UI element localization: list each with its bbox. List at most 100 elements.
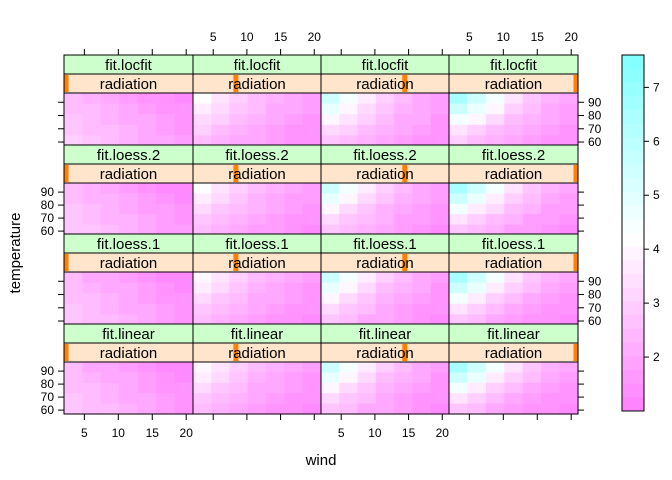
heatmap-cell [375,382,395,394]
color-key-tick-label: 3 [653,296,660,310]
heatmap-cell [193,203,212,215]
heatmap-cell [321,403,340,415]
heatmap-cell [485,382,505,394]
heatmap-cell [559,393,579,405]
heatmap-cell [229,214,249,226]
heatmap-cell [229,193,249,205]
heatmap-cell [302,193,322,205]
heatmap-cell [394,124,414,136]
heatmap-cell [156,214,176,226]
strip-radiation-marker [402,75,408,92]
heatmap-cell [412,124,432,136]
heatmap-cell [412,114,432,126]
strip-radiation-marker [233,75,239,92]
heatmap-cell [559,183,579,194]
heatmap-cell [467,362,487,373]
heatmap-cell [430,403,450,415]
heatmap-cell [119,293,139,305]
panels-layer: fit.locfitradiationfit.locfitradiationfi… [41,30,602,440]
heatmap-cell [302,203,322,215]
heatmap-cell [64,135,84,147]
heatmap-cell [339,135,359,147]
heatmap-cell [156,183,176,194]
color-key-band [622,164,644,179]
heatmap-cell [211,393,231,405]
heatmap-cell [82,382,102,394]
heatmap-cell [211,272,231,284]
heatmap-cell [82,314,102,326]
heatmap-cell [467,93,487,105]
heatmap-cell [229,135,249,147]
color-key-band [622,274,644,289]
heatmap-cell [302,124,322,136]
heatmap-cell [284,93,304,105]
heatmap-cell [174,224,194,236]
color-key-band [622,219,644,234]
heatmap-cell [284,382,304,394]
heatmap-cell [430,214,450,226]
heatmap-cell [339,183,359,194]
heatmap-cell [522,93,542,105]
heatmap-cell [467,393,487,405]
x-tick-label: 10 [112,426,126,440]
heatmap-cell [559,135,579,147]
heatmap-cell [119,114,139,126]
strip-fit-label: fit.loess.2 [353,147,416,164]
heatmap-cell [339,103,359,115]
heatmap-cell [82,203,102,215]
color-key-band [622,233,644,248]
x-tick-label: 15 [402,426,416,440]
heatmap-cell [284,282,304,294]
color-key-band [622,205,644,220]
heatmap-cell [119,393,139,405]
heatmap-cell [119,93,139,105]
x-tick-label: 20 [180,426,194,440]
panel-0-1: fit.locfit radiation [192,54,322,147]
strip-fit-label: fit.locfit [234,57,282,74]
heatmap-cell [467,114,487,126]
heatmap-cell [485,362,505,373]
heatmap-cell [541,372,561,384]
heatmap-cell [321,124,340,136]
heatmap-cell [485,272,505,284]
heatmap-cell [522,103,542,115]
heatmap-cell [284,103,304,115]
panel-3-1: fit.linear radiation [192,323,322,415]
heatmap-cell [522,203,542,215]
heatmap-cell [321,293,340,305]
heatmap-cell [394,183,414,194]
heatmap-cell [82,303,102,315]
heatmap-cell [412,282,432,294]
heatmap-cell [266,93,286,105]
heatmap-cell [193,393,212,405]
heatmap-cell [247,183,267,194]
heatmap-cell [284,272,304,284]
heatmap-cell [467,272,487,284]
strip-fit-label: fit.locfit [362,57,410,74]
heatmap-cell [449,124,469,136]
heatmap-cell [449,93,469,105]
heatmap-cell [156,393,176,405]
heatmap-cell [357,372,377,384]
heatmap-cell [247,293,267,305]
heatmap-cell [229,183,249,194]
strip-radiation-marker [63,344,69,361]
heatmap-cell [430,372,450,384]
heatmap-cell [137,103,157,115]
x-tick-label: 5 [210,30,217,44]
heatmap-cell [321,193,340,205]
y-tick-label: 70 [41,390,55,404]
heatmap-cell [302,362,322,373]
heatmap-cell [412,393,432,405]
panel-2-0: fit.loess.1 radiation [63,233,194,326]
y-tick-label: 80 [41,377,55,391]
heatmap-cell [64,93,84,105]
heatmap-cell [247,114,267,126]
heatmap-cell [82,372,102,384]
strip-fit-label: fit.linear [231,326,284,343]
panel-1-2: fit.loess.2 radiation [320,144,450,236]
heatmap-cell [559,124,579,136]
heatmap-cell [156,193,176,205]
heatmap-cell [156,282,176,294]
heatmap-cell [541,303,561,315]
